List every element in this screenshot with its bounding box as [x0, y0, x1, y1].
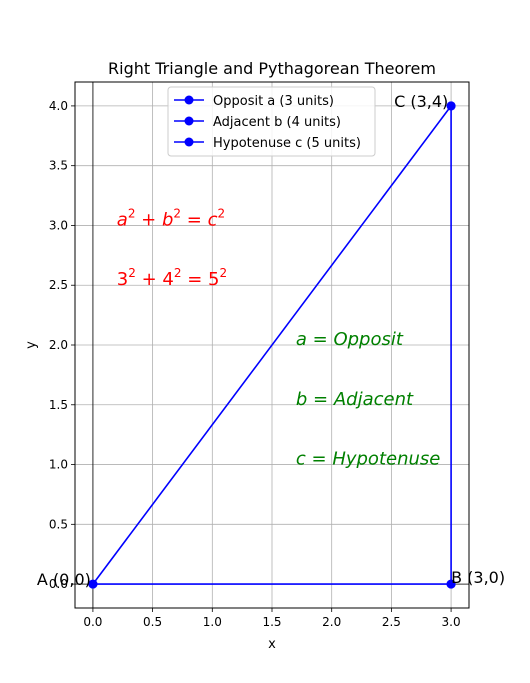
axis-ticks: 0.0 0.5 1.0 1.5 2.0 2.5 3.0 0.0 0.5 1.0 1.5 2.0 2.5 3… — [49, 99, 461, 629]
y-tick-label: 3.5 — [49, 159, 68, 173]
x-axis-label: x — [268, 637, 276, 652]
annotation-equation-5: c = Hypotenuse — [296, 449, 440, 470]
series-marker — [88, 579, 98, 589]
series-marker — [446, 579, 456, 589]
x-tick-label: 2.0 — [322, 615, 341, 629]
legend-entry: Adjacent b (4 units) — [213, 115, 341, 130]
annotation-equation-2: 32 + 42 = 52 — [117, 266, 227, 290]
legend: Opposit a (3 units) Adjacent b (4 units) H… — [167, 86, 376, 157]
series-marker — [446, 101, 456, 111]
y-tick-label: 1.0 — [49, 458, 68, 472]
y-tick-label: 2.5 — [49, 278, 68, 292]
point-label-b: B (3,0) — [451, 568, 505, 587]
x-tick-label: 1.5 — [262, 615, 281, 629]
x-tick-label: 3.0 — [442, 615, 461, 629]
chart-title: Right Triangle and Pythagorean Theorem — [108, 59, 436, 78]
annotation-equation-4: b = Adjacent — [296, 389, 414, 410]
x-tick-label: 2.5 — [382, 615, 401, 629]
y-tick-label: 3.0 — [49, 218, 68, 232]
grid-lines — [75, 82, 469, 608]
y-tick-label: 1.5 — [49, 398, 68, 412]
series-lines — [88, 101, 456, 589]
annotation-equation-3: a = Opposit — [296, 329, 404, 350]
y-tick-label: 2.0 — [49, 338, 68, 352]
point-label-c: C (3,4) — [394, 92, 448, 111]
y-tick-label: 0.5 — [49, 517, 68, 531]
series-line — [92, 105, 452, 585]
legend-box — [167, 86, 376, 157]
y-tick-label: 4.0 — [49, 99, 68, 113]
legend-entry: Hypotenuse c (5 units) — [213, 136, 361, 151]
x-tick-label: 1.0 — [203, 615, 222, 629]
point-label-a: A (0,0) — [37, 570, 91, 589]
annotation-equation-1: a2 + b2 = c2 — [117, 206, 225, 230]
x-tick-label: 0.0 — [83, 615, 102, 629]
x-tick-label: 0.5 — [143, 615, 162, 629]
legend-entry: Opposit a (3 units) — [213, 94, 334, 109]
y-tick-label: 0.0 — [49, 577, 68, 591]
legend-marker — [184, 95, 194, 105]
annotations: A (0,0) B (3,0) C (3,4) a2 + b2 = c2 32 + 42… — [37, 92, 505, 589]
y-axis-label: y — [24, 341, 39, 349]
legend-marker — [184, 137, 194, 147]
legend-marker — [184, 116, 194, 126]
